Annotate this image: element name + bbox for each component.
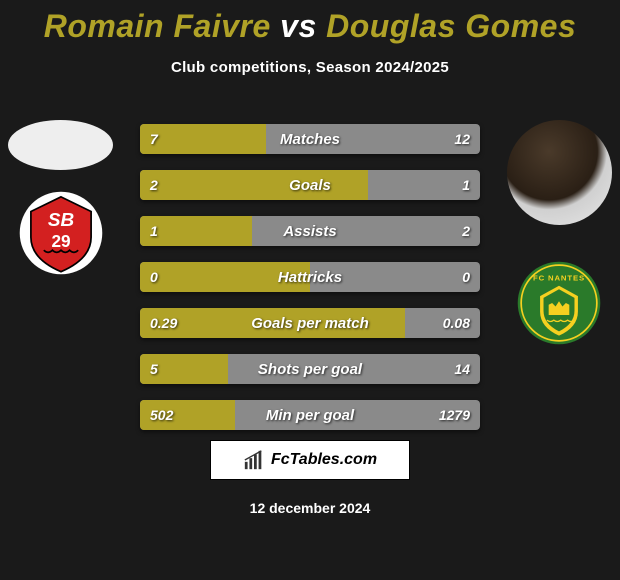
- vs-text: vs: [280, 8, 317, 44]
- chart-area: SB 29 FC NANTES 7Matches122Goals11Assist…: [0, 110, 620, 450]
- chart-icon: [243, 449, 265, 471]
- club-left-badge: SB 29: [18, 190, 104, 276]
- stat-right-value: 14: [454, 354, 470, 384]
- player1-name: Romain Faivre: [44, 8, 271, 44]
- club-right-badge: FC NANTES: [516, 260, 602, 346]
- comparison-title: Romain Faivre vs Douglas Gomes: [0, 0, 620, 45]
- player2-name: Douglas Gomes: [326, 8, 576, 44]
- branding-box: FcTables.com: [210, 440, 410, 480]
- stat-right-value: 12: [454, 124, 470, 154]
- stat-row: 0Hattricks0: [140, 262, 480, 292]
- stat-right-value: 1279: [439, 400, 470, 430]
- stat-label: Min per goal: [140, 400, 480, 430]
- svg-text:29: 29: [51, 231, 70, 251]
- stat-right-value: 0: [462, 262, 470, 292]
- stat-row: 1Assists2: [140, 216, 480, 246]
- date-text: 12 december 2024: [0, 500, 620, 516]
- stat-row: 7Matches12: [140, 124, 480, 154]
- stat-label: Goals: [140, 170, 480, 200]
- stat-label: Goals per match: [140, 308, 480, 338]
- stat-label: Matches: [140, 124, 480, 154]
- subtitle: Club competitions, Season 2024/2025: [0, 59, 620, 76]
- stat-row: 2Goals1: [140, 170, 480, 200]
- stat-label: Hattricks: [140, 262, 480, 292]
- stat-row: 5Shots per goal14: [140, 354, 480, 384]
- svg-text:SB: SB: [48, 210, 74, 231]
- stat-right-value: 2: [462, 216, 470, 246]
- stat-row: 0.29Goals per match0.08: [140, 308, 480, 338]
- stat-bars: 7Matches122Goals11Assists20Hattricks00.2…: [140, 124, 480, 446]
- stat-row: 502Min per goal1279: [140, 400, 480, 430]
- player2-avatar: [507, 120, 612, 225]
- branding-text: FcTables.com: [271, 451, 377, 469]
- stat-right-value: 1: [462, 170, 470, 200]
- svg-text:FC NANTES: FC NANTES: [533, 274, 585, 283]
- stat-right-value: 0.08: [443, 308, 470, 338]
- player1-avatar: [8, 120, 113, 170]
- stat-label: Assists: [140, 216, 480, 246]
- stat-label: Shots per goal: [140, 354, 480, 384]
